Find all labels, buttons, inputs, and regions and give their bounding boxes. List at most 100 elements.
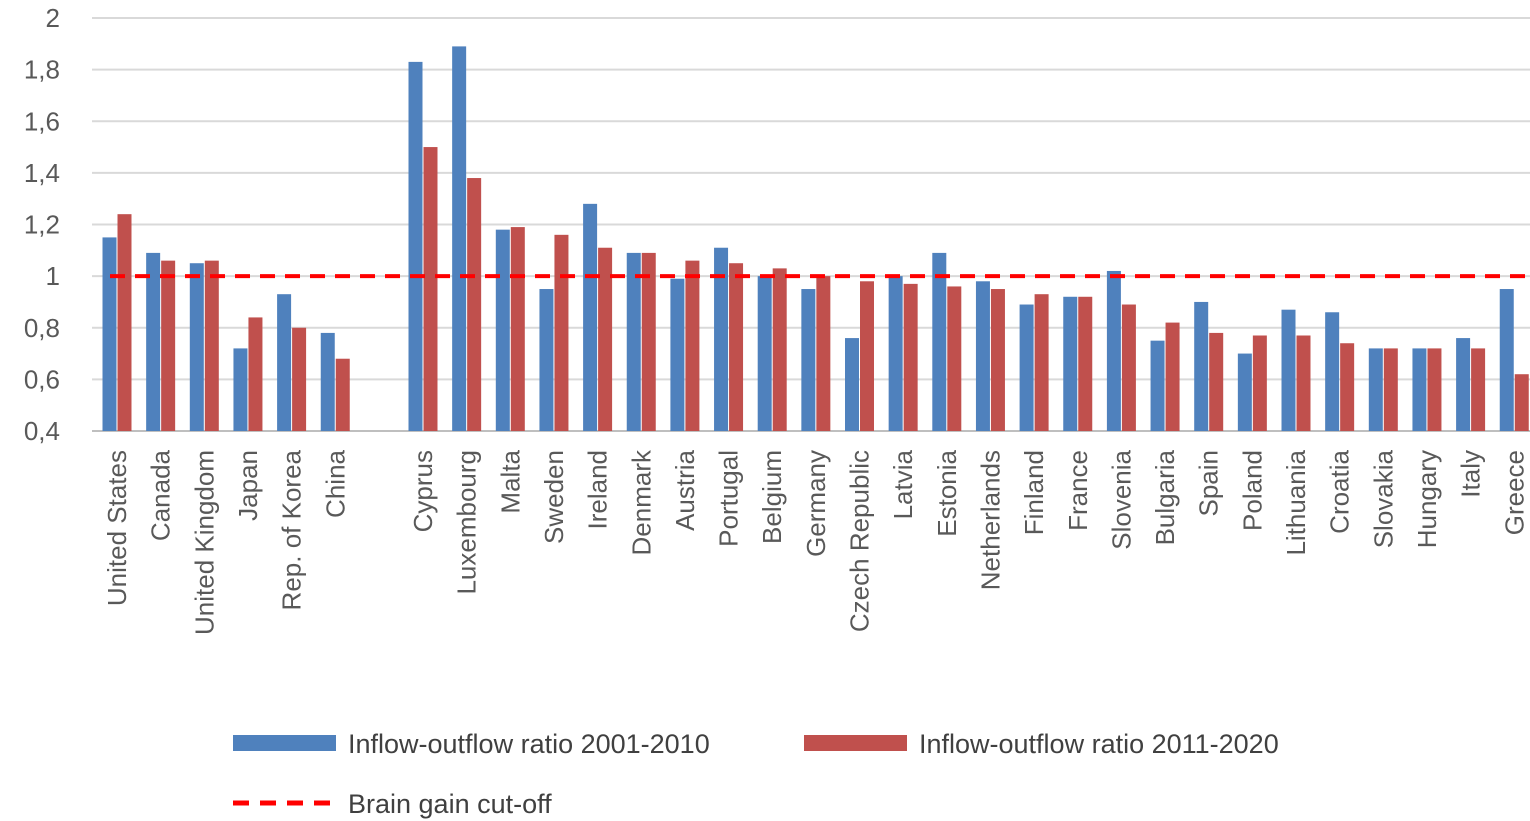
bar-2001-2010 bbox=[932, 252, 947, 431]
bar-2011-2020 bbox=[1427, 348, 1442, 431]
y-tick-label: 2 bbox=[46, 3, 60, 33]
y-tick-label: 1,8 bbox=[24, 55, 60, 85]
x-tick-label: Canada bbox=[146, 449, 176, 541]
x-tick-label: Lithuania bbox=[1281, 449, 1311, 555]
bars bbox=[102, 46, 1529, 432]
bar-2001-2010 bbox=[1019, 304, 1034, 431]
bar-2011-2020 bbox=[772, 268, 787, 431]
bar-2001-2010 bbox=[539, 289, 554, 431]
x-tick-label: Japan bbox=[233, 450, 263, 521]
bar-2011-2020 bbox=[685, 260, 700, 431]
y-tick-label: 0,4 bbox=[24, 416, 60, 446]
x-tick-label: Netherlands bbox=[975, 450, 1005, 590]
bar-2001-2010 bbox=[1368, 348, 1383, 431]
y-tick-label: 0,6 bbox=[24, 364, 60, 394]
x-tick-label: Sweden bbox=[539, 450, 569, 544]
bar-2011-2020 bbox=[161, 260, 176, 431]
bar-2011-2020 bbox=[990, 289, 1005, 431]
x-tick-label: Spain bbox=[1194, 450, 1224, 517]
bar-2001-2010 bbox=[1325, 312, 1340, 431]
bar-2011-2020 bbox=[860, 281, 874, 431]
y-tick-label: 0,8 bbox=[24, 313, 60, 343]
x-tick-label: Hungary bbox=[1412, 450, 1442, 548]
bar-2011-2020 bbox=[423, 147, 438, 431]
x-tick-label: Latvia bbox=[888, 449, 918, 519]
bar-2011-2020 bbox=[1209, 332, 1224, 431]
bar-2011-2020 bbox=[554, 234, 569, 431]
x-tick-label: United Kingdom bbox=[189, 450, 219, 635]
x-tick-label: Slovakia bbox=[1368, 449, 1398, 548]
bar-2001-2010 bbox=[1150, 340, 1165, 431]
y-tick-label: 1,6 bbox=[24, 106, 60, 136]
bar-2011-2020 bbox=[903, 283, 918, 431]
y-tick-label: 1,2 bbox=[24, 210, 60, 240]
bar-2011-2020 bbox=[1078, 296, 1093, 431]
bar-2011-2020 bbox=[204, 260, 219, 431]
x-tick-label: Portugal bbox=[714, 450, 744, 547]
x-tick-label: Bulgaria bbox=[1150, 449, 1180, 545]
legend-label-2011-2020: Inflow-outflow ratio 2011-2020 bbox=[919, 729, 1279, 759]
bar-2011-2020 bbox=[1514, 374, 1529, 431]
bar-2001-2010 bbox=[1412, 348, 1427, 431]
bar-2001-2010 bbox=[146, 252, 161, 431]
x-tick-label: Estonia bbox=[932, 449, 962, 536]
x-tick-label: Luxembourg bbox=[452, 450, 482, 595]
bar-2001-2010 bbox=[189, 263, 204, 431]
bar-2001-2010 bbox=[888, 276, 903, 431]
bar-2001-2010 bbox=[1499, 289, 1514, 431]
bar-2011-2020 bbox=[1296, 335, 1311, 431]
bar-2001-2010 bbox=[1063, 296, 1078, 431]
bar-2001-2010 bbox=[102, 237, 117, 431]
bar-2001-2010 bbox=[801, 289, 816, 431]
bar-2011-2020 bbox=[1383, 348, 1398, 431]
x-tick-label: France bbox=[1063, 450, 1093, 531]
bar-2001-2010 bbox=[452, 46, 467, 432]
legend-label-cutoff: Brain gain cut-off bbox=[348, 789, 552, 819]
x-tick-label: Cyprus bbox=[408, 450, 438, 532]
x-tick-label: Czech Republic bbox=[845, 450, 875, 632]
bar-2001-2010 bbox=[1456, 338, 1471, 431]
x-tick-label: Italy bbox=[1456, 450, 1486, 498]
x-tick-label: Greece bbox=[1499, 450, 1529, 535]
x-tick-label: Slovenia bbox=[1106, 449, 1136, 549]
bar-2011-2020 bbox=[335, 358, 350, 431]
bar-2011-2020 bbox=[1471, 348, 1486, 431]
bar-2001-2010 bbox=[233, 348, 248, 431]
legend-label-2001-2010: Inflow-outflow ratio 2001-2010 bbox=[348, 729, 710, 759]
bar-2011-2020 bbox=[292, 327, 307, 431]
bar-2001-2010 bbox=[1106, 270, 1121, 431]
legend: Inflow-outflow ratio 2001-2010 Inflow-ou… bbox=[233, 729, 1279, 819]
x-tick-label: Ireland bbox=[583, 450, 613, 530]
bar-2001-2010 bbox=[845, 338, 859, 431]
x-tick-label: China bbox=[320, 449, 350, 517]
x-tick-label: Finland bbox=[1019, 450, 1049, 535]
y-tick-label: 1,4 bbox=[24, 158, 60, 188]
x-tick-label: United States bbox=[102, 450, 132, 606]
bar-2001-2010 bbox=[975, 281, 990, 431]
bar-2001-2010 bbox=[320, 332, 335, 431]
bar-2011-2020 bbox=[1121, 304, 1136, 431]
bar-2011-2020 bbox=[117, 214, 132, 431]
bar-2001-2010 bbox=[626, 252, 641, 431]
bar-2001-2010 bbox=[757, 276, 772, 431]
x-tick-label: Germany bbox=[801, 450, 831, 557]
bar-2001-2010 bbox=[714, 247, 729, 431]
bar-2011-2020 bbox=[641, 252, 656, 431]
x-tick-label: Malta bbox=[495, 449, 525, 513]
x-tick-label: Rep. of Korea bbox=[277, 449, 307, 610]
legend-swatch-2001-2010 bbox=[233, 735, 336, 751]
legend-swatch-2011-2020 bbox=[804, 735, 907, 751]
x-tick-label: Austria bbox=[670, 449, 700, 530]
bar-2011-2020 bbox=[1034, 294, 1049, 431]
x-tick-label: Croatia bbox=[1325, 449, 1355, 533]
bar-2001-2010 bbox=[583, 203, 598, 431]
x-axis: United States Canada United Kingdom Japan Re… bbox=[102, 449, 1529, 635]
bar-2001-2010 bbox=[277, 294, 292, 431]
bar-2001-2010 bbox=[1194, 301, 1209, 431]
bar-2001-2010 bbox=[408, 61, 423, 431]
bar-2001-2010 bbox=[495, 229, 510, 431]
bar-2011-2020 bbox=[1252, 335, 1267, 431]
bar-2001-2010 bbox=[1281, 309, 1296, 431]
x-tick-label: Denmark bbox=[626, 449, 656, 555]
